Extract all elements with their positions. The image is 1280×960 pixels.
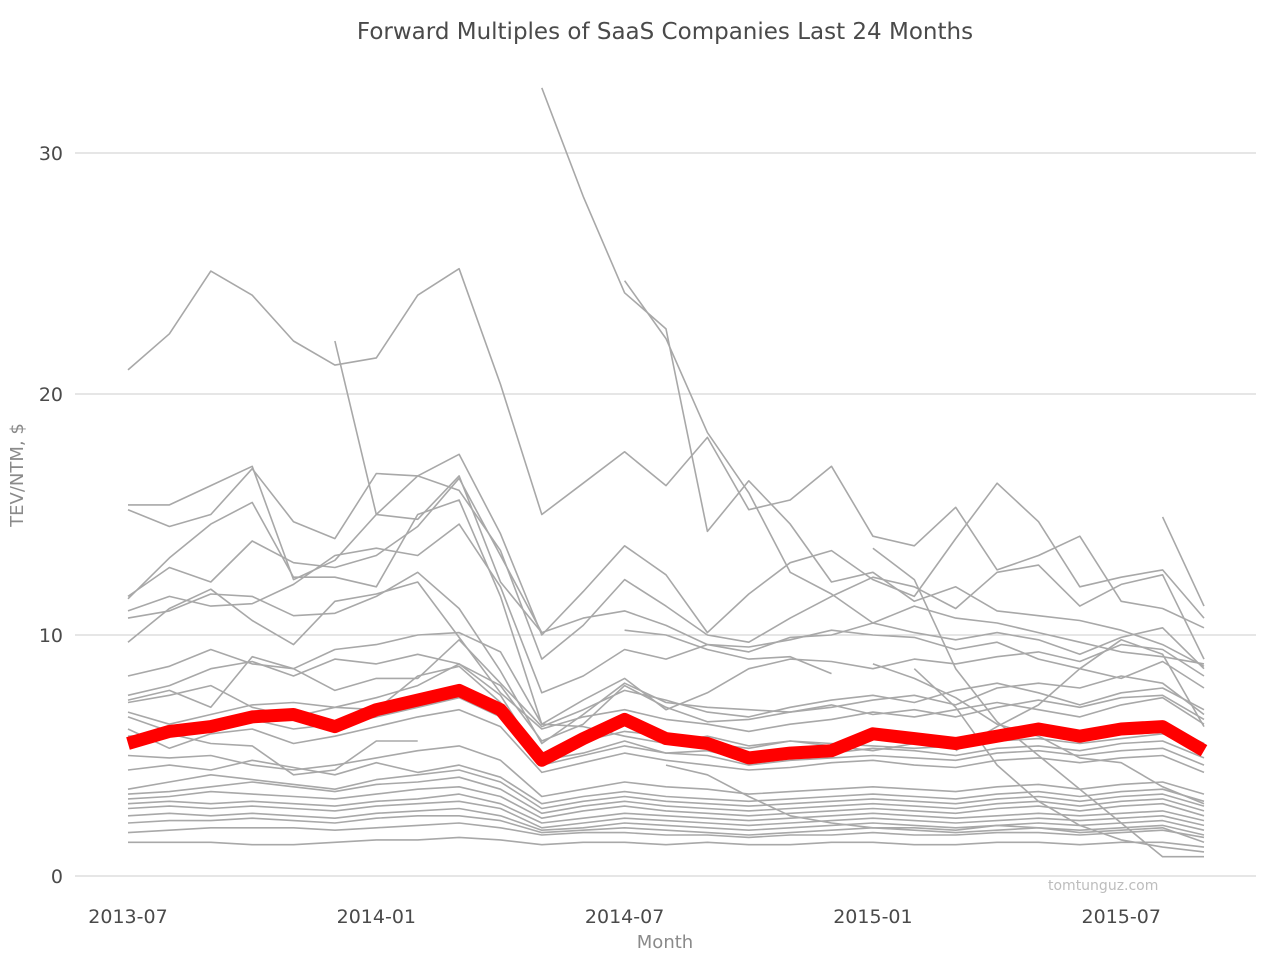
x-axis-label: Month bbox=[637, 932, 693, 953]
x-tick-label: 2014-01 bbox=[337, 906, 416, 928]
company-series-line bbox=[127, 639, 1205, 728]
company-series-line bbox=[127, 499, 1205, 725]
x-tick-label: 2013-07 bbox=[88, 906, 167, 928]
y-axis-label: TEV/NTM, $ bbox=[7, 423, 28, 528]
series-layer bbox=[127, 87, 1205, 858]
company-series-line bbox=[127, 708, 1205, 774]
company-series-line bbox=[1161, 516, 1205, 607]
company-series-line bbox=[127, 776, 1205, 815]
y-tick-label: 30 bbox=[39, 143, 63, 165]
company-series-line bbox=[127, 793, 1205, 824]
company-series-line bbox=[127, 467, 1205, 660]
company-series-line bbox=[127, 800, 1205, 829]
y-tick-label: 0 bbox=[51, 866, 63, 888]
highlight-layer bbox=[126, 683, 1208, 767]
company-series-line bbox=[128, 836, 1205, 848]
company-series-line bbox=[913, 668, 1205, 853]
company-series-line bbox=[127, 815, 1205, 836]
company-series-line bbox=[955, 639, 1205, 752]
company-series-line bbox=[127, 745, 1205, 798]
company-series-line bbox=[334, 340, 543, 634]
company-series-line bbox=[127, 807, 1205, 831]
x-axis-ticks: 2013-07 2014-01 2014-07 2015-01 2015-07 bbox=[88, 906, 1161, 928]
x-tick-label: 2014-07 bbox=[585, 906, 664, 928]
company-series-line bbox=[127, 733, 418, 776]
y-axis-ticks: 0 10 20 30 bbox=[39, 143, 63, 888]
company-series-line bbox=[541, 87, 1205, 668]
company-series-line bbox=[127, 267, 1205, 629]
y-tick-label: 20 bbox=[39, 384, 63, 406]
company-series-line bbox=[127, 696, 1205, 766]
company-series-line bbox=[623, 280, 1205, 665]
highlight-series-line bbox=[126, 683, 1208, 767]
company-series-line bbox=[127, 786, 1205, 819]
company-series-line bbox=[665, 764, 1205, 844]
chart-title: Forward Multiples of SaaS Companies Last… bbox=[357, 19, 973, 45]
company-series-line bbox=[624, 629, 832, 675]
x-tick-label: 2015-01 bbox=[833, 906, 912, 928]
company-series-line bbox=[128, 453, 1205, 636]
company-series-line bbox=[127, 523, 1205, 694]
company-series-line bbox=[127, 769, 1205, 810]
company-series-line bbox=[127, 571, 1205, 745]
watermark: tomtunguz.com bbox=[1048, 878, 1158, 894]
company-series-line bbox=[127, 581, 1205, 733]
grid-layer bbox=[75, 152, 1256, 877]
x-tick-label: 2015-07 bbox=[1082, 906, 1161, 928]
company-series-line bbox=[872, 663, 1205, 805]
company-series-line bbox=[127, 477, 1205, 689]
company-series-line bbox=[127, 822, 1205, 839]
company-series-line bbox=[127, 759, 1205, 805]
y-tick-label: 10 bbox=[39, 625, 63, 647]
company-series-line bbox=[872, 547, 1204, 858]
